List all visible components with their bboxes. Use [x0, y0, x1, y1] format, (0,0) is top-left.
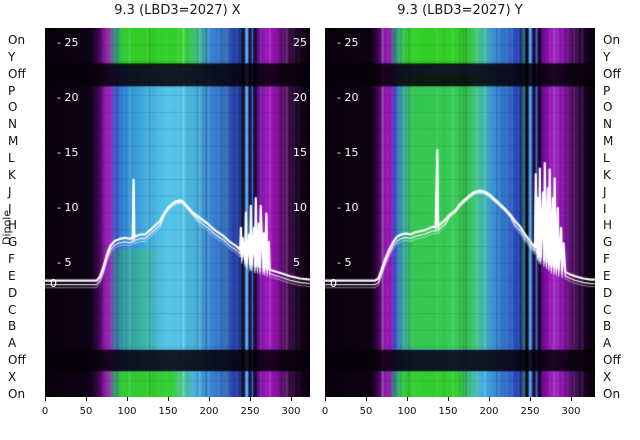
scale-right-panel-left-4: - 5	[337, 256, 352, 269]
row-label-left-10: I	[8, 201, 12, 216]
scale-right-panel-left-3: - 10	[337, 201, 359, 214]
x-tick-label-0-2: 100	[117, 406, 137, 417]
x-tickmark-0-3	[168, 397, 169, 401]
row-label-left-20: X	[8, 370, 17, 384]
x-tick-label-1-5: 250	[520, 406, 540, 417]
row-label-right-8: K	[603, 167, 611, 182]
scale-right-panel-left-5: 0	[330, 277, 337, 290]
row-label-left-18: A	[8, 336, 17, 351]
scale-left-panel-right-2: 15	[293, 146, 307, 159]
row-label-right-10: I	[603, 201, 607, 216]
row-label-right-16: C	[603, 302, 612, 317]
row-label-left-16: C	[8, 302, 17, 317]
row-label-right-0: On	[603, 33, 621, 47]
row-label-right-19: Off	[603, 353, 621, 368]
row-label-right-18: A	[603, 336, 612, 351]
x-tickmark-0-4	[209, 397, 210, 401]
row-label-right-11: H	[603, 218, 613, 233]
x-tick-label-0-1: 50	[79, 406, 93, 417]
x-tickmark-0-6	[291, 397, 292, 401]
scale-left-panel-right-3: 10	[293, 201, 307, 214]
row-label-left-17: B	[8, 319, 17, 334]
scale-left-panel-right-0: 25	[293, 36, 307, 49]
heatmap-panel-y	[325, 28, 595, 397]
x-tick-label-1-3: 150	[438, 406, 458, 417]
x-tickmark-0-1	[86, 397, 87, 401]
panel-title-x: 9.3 (LBD3=2027) X	[114, 3, 241, 18]
panel-title-y: 9.3 (LBD3=2027) Y	[397, 3, 523, 18]
x-tick-label-0-4: 200	[199, 406, 219, 417]
scale-right-panel-left-2: - 15	[337, 146, 359, 159]
scale-left-panel-left-3: - 10	[57, 201, 79, 214]
row-label-left-0: On	[8, 33, 26, 47]
row-label-left-1: Y	[8, 49, 16, 64]
scale-left-panel-left-4: - 5	[57, 256, 72, 269]
scale-left-panel-left-5: 0	[50, 277, 57, 290]
row-label-left-9: J	[8, 184, 12, 199]
row-label-right-6: M	[603, 134, 614, 149]
row-label-left-21: On	[8, 386, 26, 401]
row-label-left-19: Off	[8, 353, 26, 368]
x-tick-label-0-5: 250	[240, 406, 260, 417]
scale-left-panel-left-2: - 15	[57, 146, 79, 159]
row-label-left-4: O	[8, 100, 18, 115]
row-label-left-7: L	[8, 150, 15, 165]
x-tickmark-1-2	[407, 397, 408, 401]
x-tickmark-1-1	[366, 397, 367, 401]
row-label-right-1: Y	[603, 49, 611, 64]
row-label-left-15: D	[8, 285, 18, 300]
x-tickmark-1-4	[489, 397, 490, 401]
x-tick-label-0-6: 300	[281, 406, 301, 417]
x-tickmark-0-0	[45, 397, 46, 401]
heatmap-panel-x	[45, 28, 310, 397]
row-label-left-5: N	[8, 117, 17, 132]
x-tickmark-1-5	[530, 397, 531, 401]
row-label-left-3: P	[8, 83, 16, 98]
row-label-right-5: N	[603, 117, 612, 132]
x-tick-label-1-1: 50	[359, 406, 373, 417]
x-tickmark-1-0	[325, 397, 326, 401]
row-label-right-2: Off	[603, 66, 621, 81]
x-tickmark-0-2	[127, 397, 128, 401]
row-label-right-13: F	[603, 252, 610, 267]
x-tickmark-1-3	[448, 397, 449, 401]
row-label-left-11: H	[8, 218, 18, 233]
row-label-left-8: K	[8, 167, 16, 182]
row-label-left-12: G	[8, 235, 18, 250]
row-label-right-17: B	[603, 319, 612, 334]
x-tick-label-1-6: 300	[561, 406, 581, 417]
scale-left-panel-right-4: 5	[293, 256, 300, 269]
x-tick-label-0-3: 150	[158, 406, 178, 417]
row-label-right-21: On	[603, 386, 621, 401]
row-label-right-15: D	[603, 285, 613, 300]
x-tick-label-0-0: 0	[41, 406, 49, 417]
row-label-left-14: E	[8, 268, 16, 283]
row-label-right-3: P	[603, 83, 611, 98]
row-label-right-7: L	[603, 150, 610, 165]
row-label-left-13: F	[8, 252, 15, 267]
row-label-left-6: M	[8, 134, 19, 149]
x-tickmark-0-5	[250, 397, 251, 401]
row-label-left-2: Off	[8, 66, 26, 81]
scale-right-panel-left-0: - 25	[337, 36, 359, 49]
row-label-right-12: G	[603, 235, 613, 250]
x-tick-label-1-0: 0	[321, 406, 329, 417]
scale-left-panel-right-1: 20	[293, 91, 307, 104]
x-tickmark-1-6	[571, 397, 572, 401]
x-tick-label-1-2: 100	[397, 406, 417, 417]
row-label-right-4: O	[603, 100, 613, 115]
x-tick-label-1-4: 200	[479, 406, 499, 417]
scale-left-panel-left-0: - 25	[57, 36, 79, 49]
row-label-right-20: X	[603, 370, 612, 384]
row-label-right-14: E	[603, 268, 611, 283]
scale-right-panel-left-1: - 20	[337, 91, 359, 104]
row-label-right-9: J	[603, 184, 607, 199]
scale-left-panel-left-1: - 20	[57, 91, 79, 104]
